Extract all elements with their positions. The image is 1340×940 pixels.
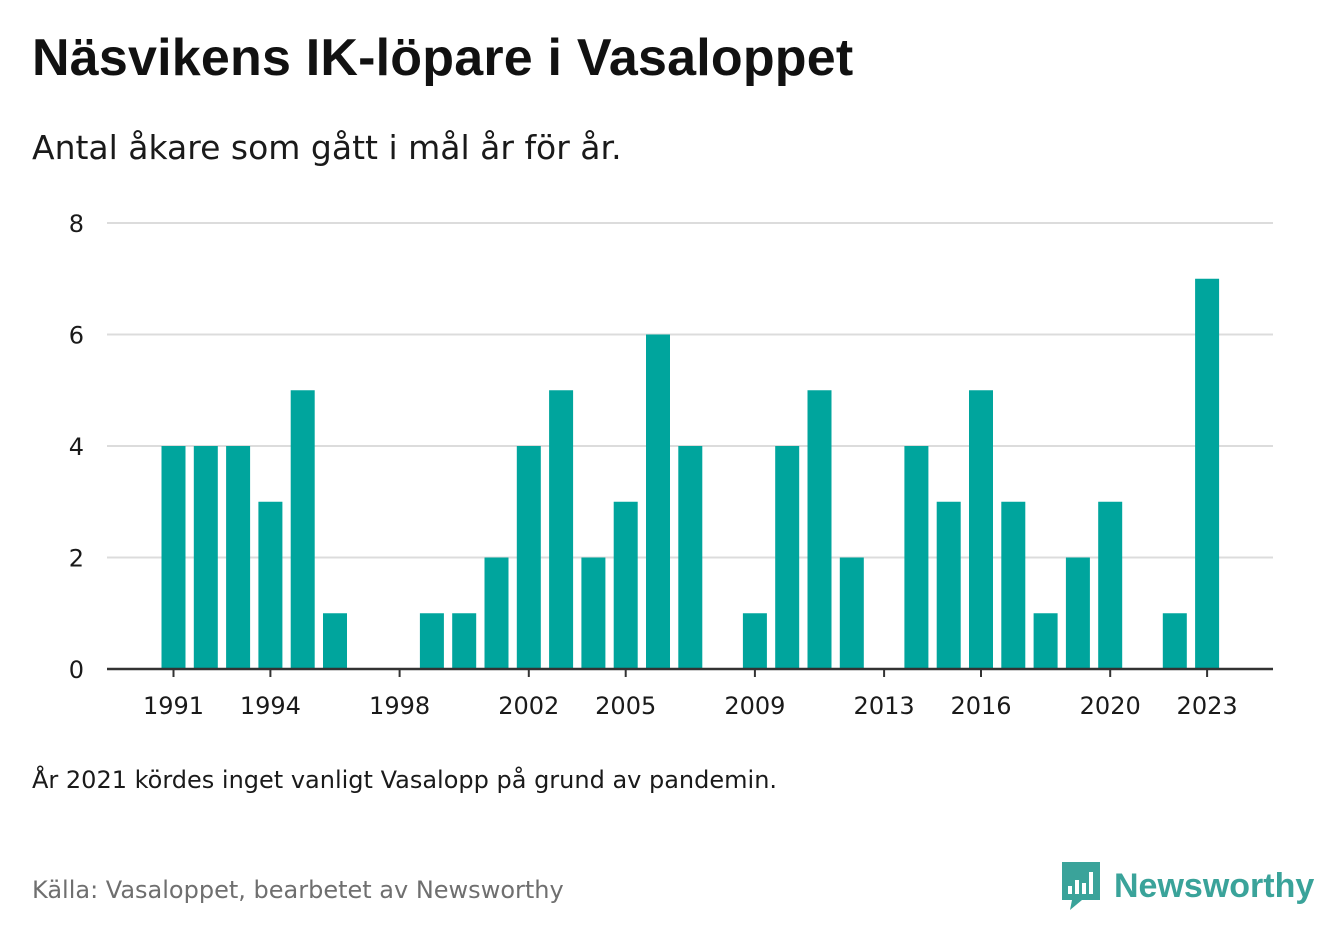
- y-tick-label: 0: [69, 656, 84, 684]
- brand-name: Newsworthy: [1114, 866, 1315, 905]
- newsworthy-logo-icon: [1062, 862, 1100, 910]
- bar-2002: [516, 446, 541, 669]
- bar-2001: [484, 557, 509, 669]
- chart-title: Näsvikens IK-löpare i Vasaloppet: [32, 29, 854, 87]
- y-tick-label: 2: [69, 545, 84, 573]
- source-text: Källa: Vasaloppet, bearbetet av Newswort…: [32, 876, 564, 904]
- bar-1994: [258, 501, 283, 669]
- bar-2018: [1033, 613, 1058, 669]
- bar-2015: [936, 501, 961, 669]
- bar-2003: [549, 390, 574, 669]
- x-tick-label: 2020: [1080, 692, 1141, 720]
- x-tick-label: 2002: [498, 692, 559, 720]
- bar-2005: [613, 501, 638, 669]
- x-tick-label: 2009: [724, 692, 785, 720]
- bar-2011: [807, 390, 832, 669]
- bar-1992: [193, 446, 218, 669]
- bar-1996: [323, 613, 347, 669]
- bar-2016: [969, 390, 993, 669]
- bar-2022: [1162, 613, 1187, 669]
- bar-1993: [226, 446, 251, 669]
- bar-2019: [1065, 557, 1090, 669]
- x-tick-label: 2013: [854, 692, 915, 720]
- x-tick-label: 2016: [950, 692, 1011, 720]
- bar-2017: [1001, 501, 1026, 669]
- bar-2023: [1195, 278, 1220, 669]
- x-tick-label: 2023: [1177, 692, 1238, 720]
- brand-logo: Newsworthy: [1060, 860, 1314, 912]
- bar-2014: [904, 446, 929, 669]
- x-tick-label: 1991: [143, 692, 204, 720]
- bar-1999: [419, 613, 444, 669]
- chart-note: År 2021 kördes inget vanligt Vasalopp på…: [32, 766, 778, 794]
- y-tick-label: 4: [69, 433, 84, 461]
- chart-subtitle: Antal åkare som gått i mål år för år.: [32, 128, 622, 167]
- bar-1995: [290, 390, 315, 669]
- x-tick-label: 2005: [595, 692, 656, 720]
- bar-2004: [581, 557, 606, 669]
- x-tick-label: 1994: [240, 692, 301, 720]
- bar-2020: [1098, 501, 1123, 669]
- y-tick-label: 8: [69, 210, 84, 238]
- bars: [161, 278, 1220, 669]
- bar-chart: 0 2 4 6 8 1991 1994 1998 2002 2005 2009 2013 2016 202…: [69, 210, 1273, 720]
- bar-2009: [742, 613, 767, 669]
- axes: 0 2 4 6 8 1991 1994 1998 2002 2005 2009 2013 2016 202…: [69, 210, 1273, 720]
- y-tick-label: 6: [69, 322, 84, 350]
- bar-2000: [452, 613, 477, 669]
- bar-2010: [775, 446, 800, 669]
- x-tick-label: 1998: [369, 692, 430, 720]
- bar-2007: [678, 446, 703, 669]
- bar-2006: [646, 334, 670, 669]
- bar-2012: [839, 557, 864, 669]
- bar-1991: [161, 446, 186, 669]
